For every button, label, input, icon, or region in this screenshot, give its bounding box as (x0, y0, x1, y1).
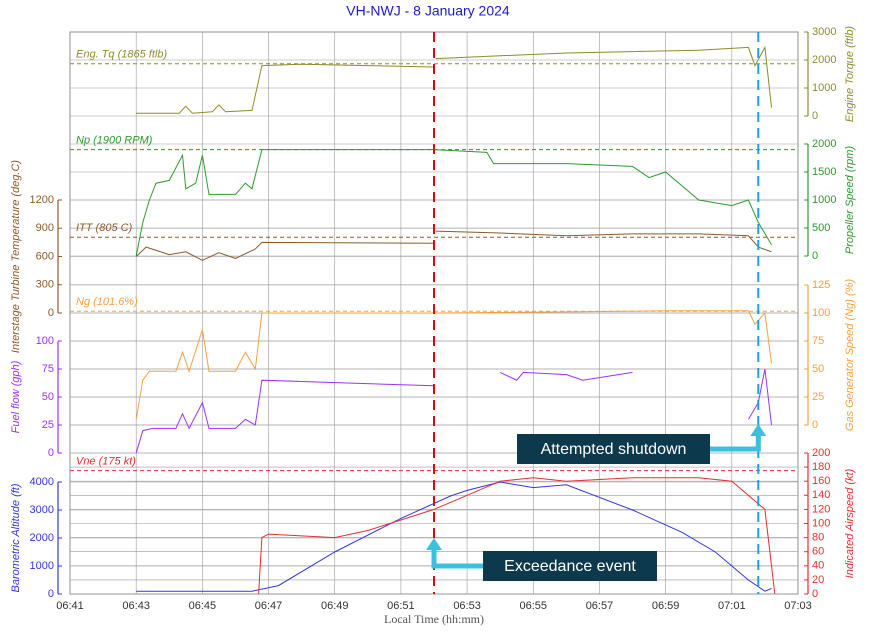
x-tick-label: 06:49 (321, 600, 349, 612)
y-tick-label: 900 (36, 222, 54, 234)
series-line (135, 230, 772, 261)
y-tick-label: 0 (48, 588, 54, 600)
y-tick-label: 3000 (30, 504, 54, 516)
y-tick-label: 0 (812, 419, 818, 431)
x-tick-label: 06:59 (652, 600, 680, 612)
y-tick-label: 4000 (30, 476, 54, 488)
axis-label: Gas Generator Speed (Ng) (%) (844, 279, 856, 432)
x-tick-label: 06:47 (255, 600, 283, 612)
y-tick-label: 125 (812, 279, 830, 291)
annotation-box (517, 434, 710, 464)
y-tick-label: 500 (812, 222, 830, 234)
y-tick-label: 180 (812, 461, 830, 473)
series-line (135, 310, 772, 420)
y-tick-label: 3000 (812, 26, 836, 38)
reference-label: Eng. Tq (1865 ftlb) (76, 49, 167, 61)
reference-label: Ng (101.6%) (76, 296, 138, 308)
y-tick-label: 120 (812, 503, 830, 515)
x-tick-label: 06:53 (453, 600, 481, 612)
y-tick-label: 200 (812, 447, 830, 459)
annotation-text: Attempted shutdown (541, 441, 687, 458)
y-tick-label: 75 (42, 363, 54, 375)
y-tick-label: 100 (812, 517, 830, 529)
x-tick-label: 06:51 (387, 600, 415, 612)
x-axis-label: Local Time (hh:mm) (384, 612, 484, 626)
arrow-head (426, 538, 442, 550)
series-line (135, 368, 772, 454)
axis-label: Interstage Turbine Temperature (deg.C) (10, 160, 22, 354)
y-tick-label: 50 (812, 363, 824, 375)
annotation-text: Exceedance event (504, 558, 636, 575)
x-tick-label: 06:57 (586, 600, 614, 612)
y-tick-label: 140 (812, 489, 830, 501)
y-tick-label: 1000 (812, 82, 836, 94)
y-tick-label: 25 (42, 419, 54, 431)
y-tick-label: 20 (812, 574, 824, 586)
y-tick-label: 75 (812, 335, 824, 347)
y-tick-label: 1000 (812, 194, 836, 206)
annotation-box (483, 551, 657, 581)
y-tick-label: 50 (42, 391, 54, 403)
arrow-head (750, 424, 767, 436)
y-tick-label: 100 (36, 335, 54, 347)
series-line (258, 477, 776, 595)
y-tick-label: 0 (812, 588, 818, 600)
x-tick-label: 06:45 (189, 600, 217, 612)
chart-title: VH-NWJ - 8 January 2024 (346, 3, 510, 19)
y-tick-label: 600 (36, 250, 54, 262)
y-tick-label: 300 (36, 279, 54, 291)
y-tick-label: 2000 (30, 532, 54, 544)
y-tick-label: 0 (48, 447, 54, 459)
series-line (136, 481, 772, 592)
y-tick-label: 80 (812, 532, 824, 544)
y-tick-label: 1000 (30, 560, 54, 572)
y-tick-label: 60 (812, 546, 824, 558)
annotation-arrow (710, 434, 761, 452)
x-tick-label: 06:41 (56, 600, 84, 612)
axis-label: Propeller Speed (rpm) (844, 146, 856, 255)
y-tick-label: 1200 (30, 194, 54, 206)
y-tick-label: 40 (812, 560, 824, 572)
reference-label: ITT (805 C) (76, 222, 133, 234)
x-tick-label: 07:01 (718, 600, 746, 612)
series-line (136, 45, 772, 114)
y-tick-label: 1500 (812, 166, 836, 178)
reference-label: Np (1900 RPM) (76, 135, 153, 147)
y-tick-label: 0 (812, 110, 818, 122)
y-tick-label: 100 (812, 307, 830, 319)
y-tick-label: 2000 (812, 138, 836, 150)
axis-label: Engine Torque (ftlb) (844, 26, 856, 123)
axis-label: Fuel flow (gph) (10, 360, 22, 433)
y-tick-label: 2000 (812, 54, 836, 66)
series-line (135, 149, 772, 257)
x-tick-label: 07:03 (784, 600, 812, 612)
y-tick-label: 160 (812, 475, 830, 487)
axis-label: Indicated Airspeed (kt) (844, 468, 856, 578)
x-tick-label: 06:43 (122, 600, 150, 612)
y-tick-label: 0 (48, 307, 54, 319)
reference-label: Vne (175 kt) (76, 456, 136, 468)
y-tick-label: 0 (812, 250, 818, 262)
axis-label: Barometric Altitude (ft) (10, 483, 22, 592)
annotation-arrow (431, 548, 483, 569)
x-tick-label: 06:55 (520, 600, 548, 612)
y-tick-label: 25 (812, 391, 824, 403)
